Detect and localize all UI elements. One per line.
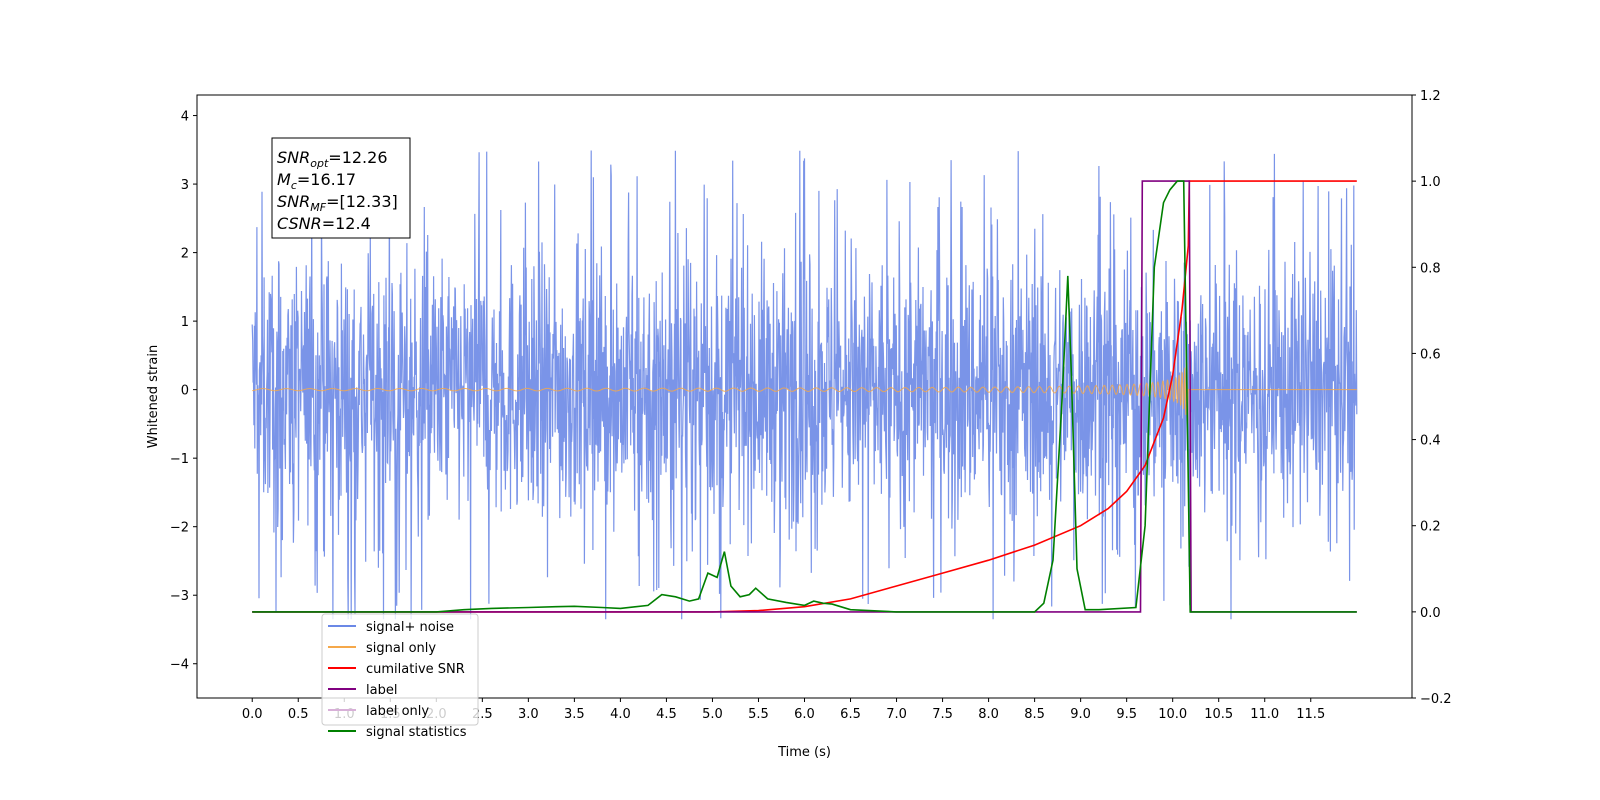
y-axis-right: −0.2 0.0 0.2 0.4 0.6 0.8 1.0 1.2 [1412,89,1452,707]
series-signal-only [252,362,1357,424]
y-tick-label: −3 [170,589,189,604]
annotation-line: SNRopt=12.26 [277,148,388,170]
y2-tick-label: 0.8 [1420,261,1441,276]
legend: signal+ noise signal only cumilative SNR la… [321,613,479,740]
x-tick-label: 5.5 [748,707,769,722]
x-tick-label: 4.0 [610,707,631,722]
x-tick-label: 0.5 [288,707,309,722]
signal-only-line [252,362,1357,424]
y-axis-left: −4 −3 −2 −1 0 1 2 3 4 [170,110,197,673]
y-tick-label: −2 [170,521,189,536]
x-axis-label: Time (s) [777,745,831,760]
x-tick-label: 11.0 [1250,707,1279,722]
series-lines [252,180,1357,613]
y-tick-label: 3 [181,178,189,193]
legend-label: cumilative SNR [366,662,465,677]
y2-tick-label: 1.2 [1420,89,1441,104]
legend-label: signal+ noise [366,620,454,635]
y-tick-label: 4 [181,110,189,125]
legend-label: label [366,683,397,698]
y2-tick-label: 0.4 [1420,434,1441,449]
x-tick-label: 3.0 [518,707,539,722]
annotation-line: SNRMF=[12.33] [277,192,398,214]
y-tick-label: −4 [170,658,189,673]
x-tick-label: 8.5 [1024,707,1045,722]
x-tick-label: 4.5 [656,707,677,722]
y2-tick-label: 0.2 [1420,520,1441,535]
signal-noise-line [251,150,1358,620]
x-tick-label: 8.0 [978,707,999,722]
x-tick-label: 10.5 [1204,707,1233,722]
x-tick-label: 11.5 [1296,707,1325,722]
y2-tick-label: 0.0 [1420,606,1441,621]
x-tick-label: 3.5 [564,707,585,722]
annotation-box: SNRopt=12.26Mc=16.17SNRMF=[12.33]CSNR=12… [271,137,411,239]
x-tick-label: 9.5 [1116,707,1137,722]
x-tick-label: 5.0 [702,707,723,722]
annotation-frame [271,137,411,239]
y-axis-label: Whitened strain [146,345,161,448]
legend-label: signal statistics [366,725,467,740]
x-tick-label: 7.0 [886,707,907,722]
x-tick-label: 10.0 [1158,707,1187,722]
y2-tick-label: −0.2 [1420,692,1452,707]
x-tick-label: 0.0 [242,707,263,722]
series-signal-noise [251,150,1358,620]
annotation-line: CSNR=12.4 [277,214,371,233]
y-tick-label: 0 [181,384,189,399]
legend-label: signal only [366,641,436,656]
y-tick-label: 2 [181,247,189,262]
x-tick-label: 9.0 [1070,707,1091,722]
legend-label: label only [366,704,429,719]
legend-frame [321,613,479,726]
x-tick-label: 6.0 [794,707,815,722]
annotation-line: Mc=16.17 [277,170,356,192]
x-tick-label: 6.5 [840,707,861,722]
series-line-signal-statistics [252,180,1357,613]
series-line-cumilative-snr [252,180,1357,613]
y2-tick-label: 0.6 [1420,347,1441,362]
y-tick-label: 1 [181,315,189,330]
y-tick-label: −1 [170,452,189,467]
y2-tick-label: 1.0 [1420,175,1441,190]
x-tick-label: 7.5 [932,707,953,722]
